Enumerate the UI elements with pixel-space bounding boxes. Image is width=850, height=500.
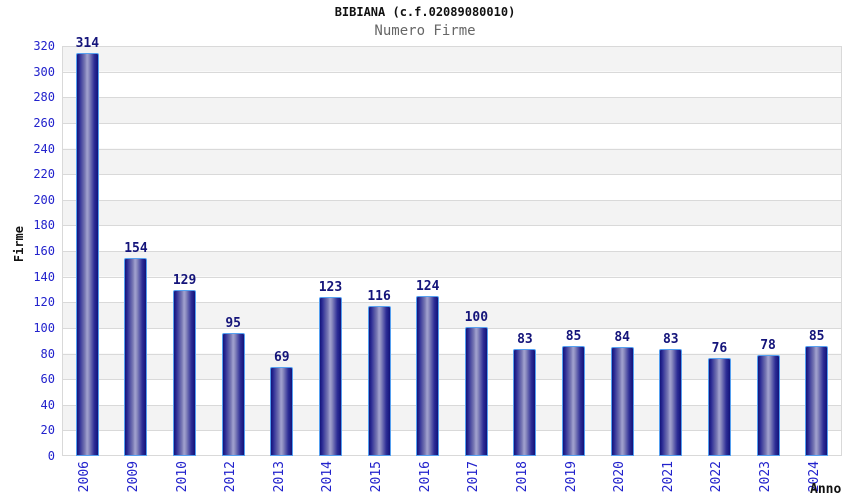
y-tick-label: 200 [33, 192, 55, 207]
y-tick-label: 240 [33, 141, 55, 156]
y-tick-label: 160 [33, 244, 55, 258]
bar [221, 333, 245, 456]
gridline [63, 225, 841, 227]
gridline [63, 379, 841, 381]
bar [318, 297, 342, 456]
y-tick-label: 120 [33, 295, 55, 310]
x-tick-label: 2022 [709, 461, 725, 493]
bar [562, 346, 586, 456]
y-tick-label: 20 [40, 423, 55, 438]
bar-value-label: 76 [711, 340, 728, 356]
bar-value-label: 123 [318, 280, 343, 296]
gridline [63, 455, 841, 456]
gridline [63, 97, 841, 99]
bar [367, 306, 391, 456]
x-tick-label: 2006 [77, 461, 93, 493]
x-tick-label: 2015 [369, 461, 385, 493]
chart-title: BIBIANA (c.f.02089080010) [334, 5, 516, 19]
gridline [63, 327, 841, 329]
x-tick-label: 2019 [563, 461, 579, 493]
y-tick-label: 280 [33, 90, 55, 105]
bar [805, 346, 829, 456]
x-tick-label: 2009 [125, 461, 141, 493]
gridline [63, 46, 841, 47]
bar [707, 357, 731, 456]
bar-value-label: 129 [172, 272, 197, 288]
bar [173, 289, 197, 456]
gridline [63, 302, 841, 304]
y-tick-label: 80 [40, 346, 55, 361]
y-tick-label: 40 [40, 397, 55, 412]
y-tick-label: 180 [33, 218, 55, 233]
y-tick-label: 320 [33, 39, 55, 53]
plot-area: 314 154 129 95 69 123 116 124 100 83 85 84 83 76 78 85 [62, 36, 842, 456]
bar [659, 348, 683, 456]
bar [756, 355, 780, 456]
bar [513, 348, 537, 456]
y-tick-label: 260 [33, 115, 55, 130]
y-tick-label: 0 [47, 449, 55, 463]
bar-value-label: 314 [75, 35, 100, 51]
x-tick-label: 2012 [223, 461, 239, 493]
bar-value-label: 78 [760, 338, 776, 354]
bar-value-label: 85 [808, 329, 825, 345]
x-tick-label: 2014 [320, 461, 336, 493]
bar-value-label: 84 [614, 330, 631, 346]
bar-value-label: 85 [565, 329, 582, 345]
bar-value-label: 154 [124, 240, 148, 256]
bar [416, 296, 440, 456]
bar [610, 347, 634, 456]
gridline [63, 148, 841, 150]
x-tick-label: 2013 [271, 461, 287, 493]
gridline [63, 430, 841, 432]
bar [75, 52, 99, 456]
x-tick-label: 2010 [174, 461, 190, 493]
bar-value-label: 69 [273, 349, 290, 365]
bar-value-label: 95 [225, 316, 242, 332]
x-tick-label: 2020 [612, 461, 628, 493]
y-tick-label: 100 [33, 320, 55, 335]
x-tick-label: 2017 [466, 461, 482, 493]
y-tick-label: 300 [33, 64, 55, 79]
bar-value-label: 124 [415, 279, 440, 295]
bar-value-label: 100 [464, 309, 489, 325]
gridline [63, 353, 841, 355]
gridline [63, 251, 841, 252]
x-tick-label: 2021 [660, 461, 676, 493]
y-tick-label: 140 [33, 269, 55, 284]
bar-value-label: 83 [517, 331, 533, 347]
bar-value-label: 116 [367, 289, 391, 305]
gridline [63, 404, 841, 406]
y-tick-label: 60 [40, 372, 55, 387]
bar [464, 326, 488, 456]
y-axis-title: Firme [12, 226, 26, 263]
x-tick-label: 2016 [417, 461, 433, 493]
y-axis: 0 20 40 60 80 100 120 140 160 180 200 220 240 260 280 3… [0, 39, 55, 463]
x-axis-title: Anno [810, 482, 842, 497]
x-tick-label: 2023 [758, 461, 774, 493]
bar [124, 257, 148, 456]
gridline [63, 174, 841, 176]
gridline [63, 199, 841, 201]
x-axis: 2006 2009 2010 2012 2013 2014 2015 2016 2017 2018… [62, 456, 840, 500]
chart-subtitle: Numero Firme [374, 23, 476, 39]
bar-value-label: 83 [662, 331, 679, 347]
gridline [63, 122, 841, 124]
y-tick-label: 220 [33, 167, 55, 182]
x-tick-label: 2018 [514, 461, 530, 493]
gridline [63, 71, 841, 73]
gridline [63, 276, 841, 278]
bar [270, 366, 294, 456]
